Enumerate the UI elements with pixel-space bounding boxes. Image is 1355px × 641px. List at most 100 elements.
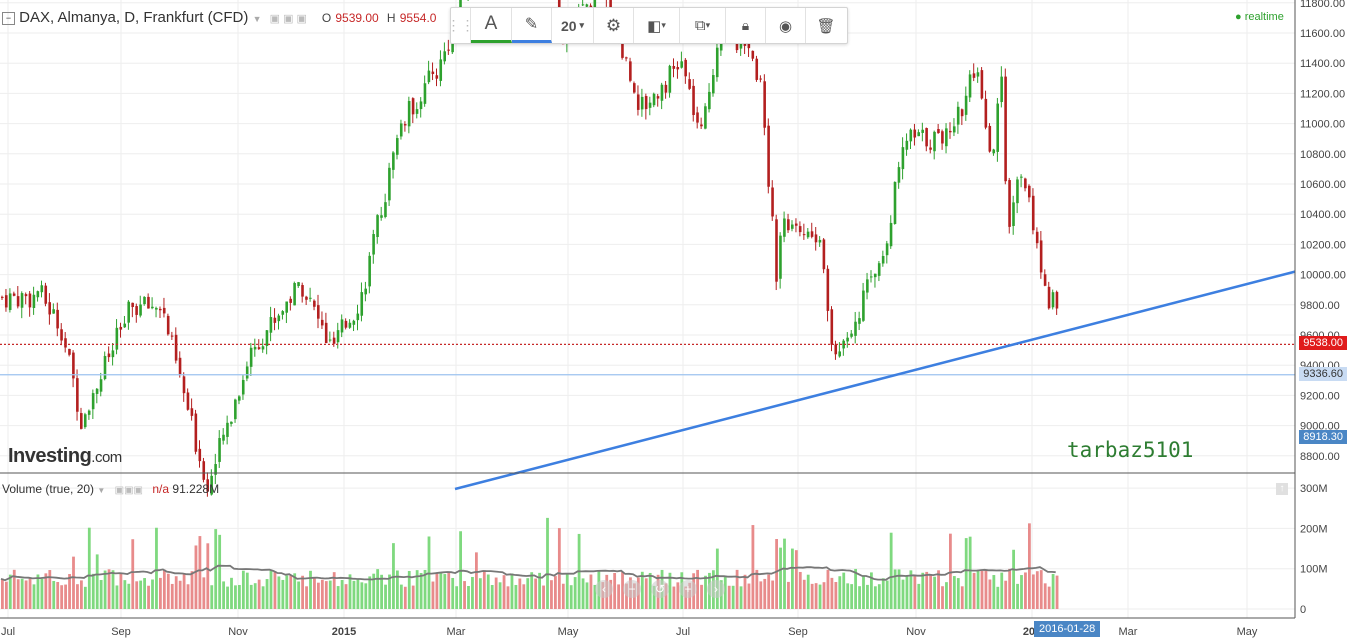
volume-label[interactable]: Volume (true, 20)	[2, 482, 95, 496]
candle-body	[921, 129, 924, 133]
candle-body	[301, 285, 304, 297]
volume-bar	[668, 572, 672, 609]
volume-bar	[471, 576, 474, 609]
trash-icon[interactable]: 🗑︎	[816, 17, 836, 35]
volume-bar	[44, 573, 48, 609]
volume-bar	[696, 569, 699, 609]
gear-icon[interactable]: ⚙	[594, 8, 634, 43]
drag-handle-icon[interactable]: ⋮⋮	[447, 8, 475, 43]
investing-logo: Investing.com	[8, 445, 122, 468]
candle-body	[340, 319, 344, 333]
volume-bar	[388, 574, 391, 609]
volume-bar	[376, 569, 380, 609]
x-tick-label: Jul	[676, 626, 690, 638]
candle-body	[44, 285, 48, 304]
reset-icon[interactable]: ↺	[651, 580, 669, 598]
settings-icons[interactable]: ▣ ▣ ▣	[269, 13, 307, 25]
volume-bar	[672, 586, 676, 609]
candle-body	[1039, 240, 1043, 273]
volume-bar	[917, 583, 921, 609]
collapse-icon[interactable]: −	[2, 12, 15, 25]
collapse-pane-icon[interactable]: ↑	[1276, 483, 1288, 495]
volume-bar	[396, 570, 399, 609]
candle-body	[364, 288, 367, 295]
chevron-down-icon[interactable]: ▼	[97, 486, 106, 495]
volume-bar	[253, 583, 257, 609]
candle-body	[151, 306, 154, 309]
volume-bar	[798, 571, 802, 609]
volume-bar	[992, 575, 996, 609]
price-tick-label: 9000.00	[1300, 421, 1340, 433]
candle-body	[846, 337, 849, 342]
candle-body	[652, 93, 656, 106]
volume-bar	[234, 585, 237, 609]
candle-body	[107, 353, 111, 358]
volume-bar	[791, 548, 794, 609]
text-tool-button[interactable]: A	[471, 8, 512, 43]
candle-body	[814, 234, 818, 243]
zoom-in-icon[interactable]: +	[679, 580, 697, 598]
layers-icon[interactable]: ⧉ ▾	[680, 8, 726, 43]
candle-body	[866, 279, 869, 293]
scroll-left-icon[interactable]: ‹	[595, 580, 613, 598]
indicator-settings-icons[interactable]: ▣▣▣	[114, 485, 144, 496]
volume-bar	[202, 577, 206, 609]
candle-body	[103, 355, 107, 380]
volume-bar	[826, 569, 830, 609]
pencil-icon[interactable]: ✎	[512, 8, 552, 43]
candle-body	[178, 357, 182, 375]
candle-body	[1012, 202, 1015, 226]
candle-body	[802, 234, 806, 236]
candle-body	[210, 475, 213, 495]
candle-body	[352, 320, 356, 325]
volume-bar	[621, 571, 624, 609]
volume-bar	[755, 569, 759, 609]
candle-body	[945, 128, 948, 147]
chevron-down-icon[interactable]: ▼	[252, 14, 262, 24]
candle-body	[830, 309, 834, 345]
volume-bar	[763, 578, 767, 609]
candle-body	[139, 304, 142, 316]
volume-bar	[328, 580, 332, 609]
candle-body	[763, 81, 766, 128]
volume-bar	[735, 569, 739, 609]
volume-bar	[739, 586, 743, 609]
candle-body	[265, 330, 269, 346]
candle-body	[80, 413, 83, 429]
candle-body	[913, 129, 917, 138]
x-tick-label: Jul	[1, 626, 15, 638]
x-tick-label: Mar	[1119, 626, 1138, 638]
candle-body	[99, 379, 103, 392]
candle-body	[684, 59, 687, 77]
volume-bar	[585, 582, 589, 609]
scroll-right-icon[interactable]: ›	[707, 580, 725, 598]
candle-body	[230, 421, 233, 424]
eye-icon[interactable]: ◉	[766, 8, 806, 43]
volume-bar	[313, 577, 316, 609]
volume-bar	[569, 585, 573, 609]
volume-bar	[210, 585, 214, 609]
volume-bar	[218, 534, 222, 609]
volume-bar	[779, 547, 782, 609]
volume-bar	[72, 556, 75, 609]
volume-legend: Volume (true, 20) ▼ ▣▣▣ n/a 91.228M	[2, 482, 219, 496]
zoom-out-icon[interactable]: −	[623, 580, 641, 598]
candle-body	[396, 138, 399, 155]
volume-bar	[945, 582, 948, 609]
candle-body	[115, 327, 119, 350]
candle-body	[411, 98, 415, 115]
symbol-title[interactable]: DAX, Almanya, D, Frankfurt (CFD)	[19, 9, 249, 26]
lock-icon[interactable]: 🔒︎	[726, 8, 766, 43]
volume-bar	[305, 586, 308, 609]
candle-body	[388, 167, 391, 201]
candle-body	[964, 95, 968, 115]
candle-body	[324, 322, 328, 344]
width-selector[interactable]: 20 ▾	[552, 8, 594, 43]
candle-body	[447, 49, 450, 51]
candle-body	[372, 234, 375, 255]
candle-body	[905, 140, 909, 150]
candle-body	[131, 302, 134, 308]
fill-color-icon[interactable]: ◧ ▾	[634, 8, 680, 43]
candle-body	[917, 132, 920, 137]
